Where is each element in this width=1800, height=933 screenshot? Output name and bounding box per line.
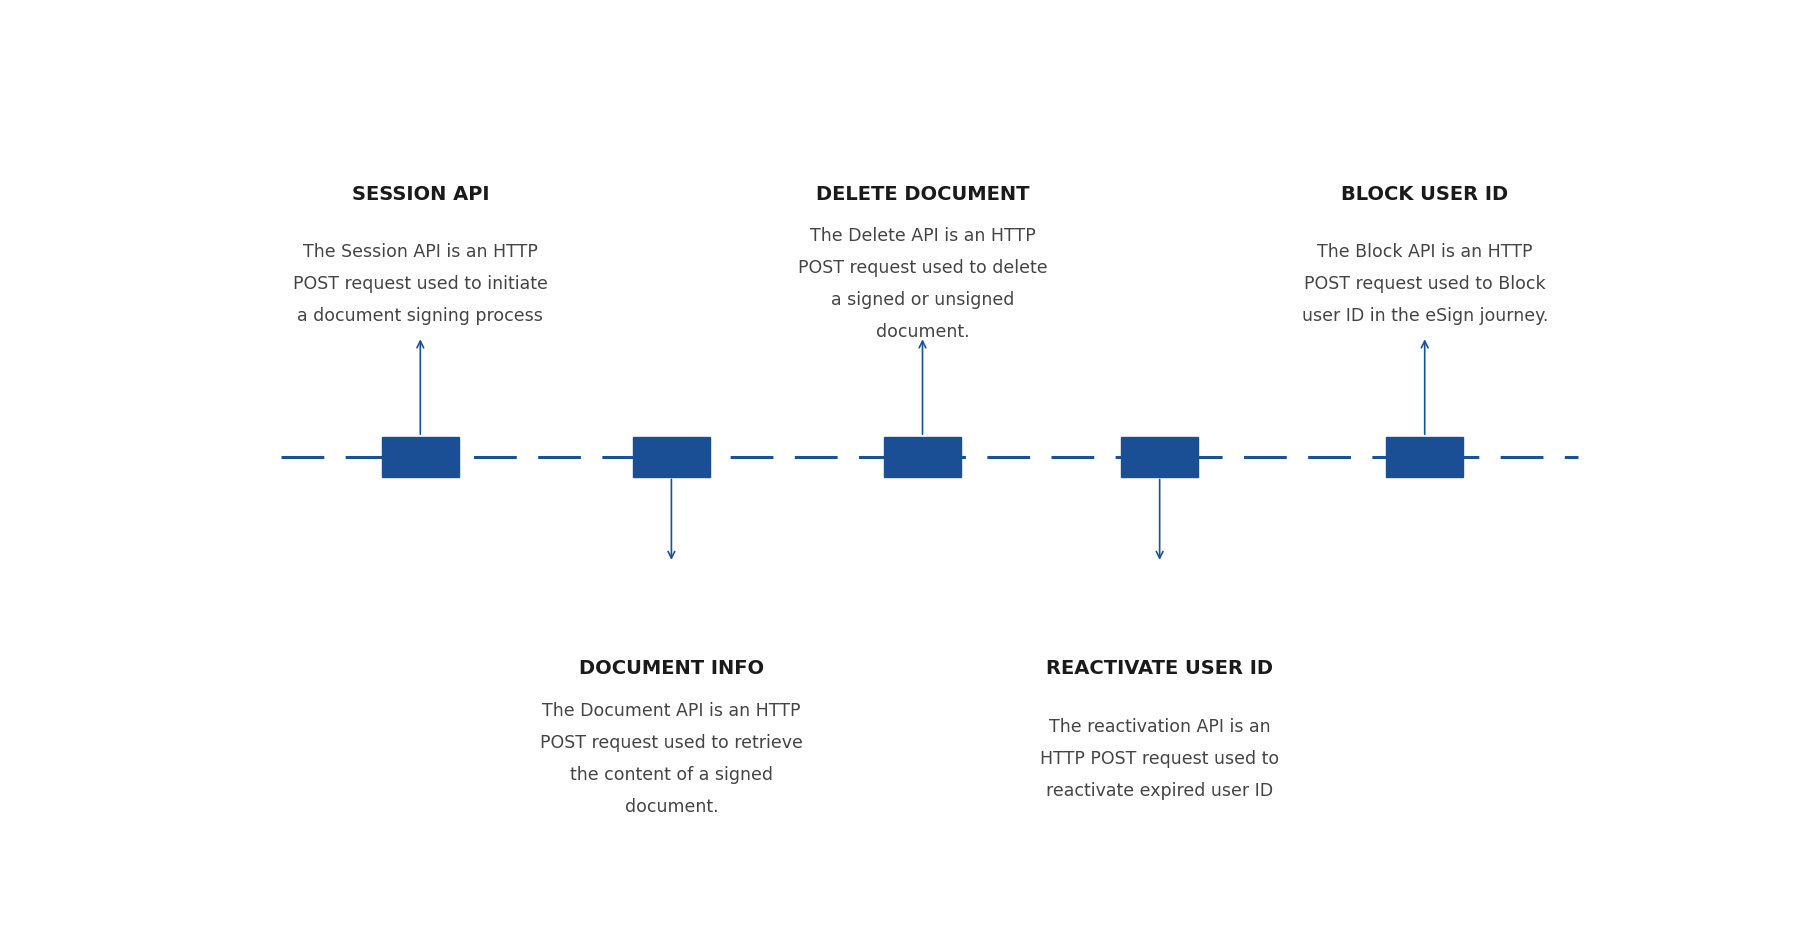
Text: The Document API is an HTTP
POST request used to retrieve
the content of a signe: The Document API is an HTTP POST request… — [540, 702, 803, 815]
Bar — [1121, 437, 1199, 477]
Text: DELETE DOCUMENT: DELETE DOCUMENT — [815, 185, 1030, 204]
Text: BLOCK USER ID: BLOCK USER ID — [1341, 185, 1508, 204]
Text: The Session API is an HTTP
POST request used to initiate
a document signing proc: The Session API is an HTTP POST request … — [293, 244, 547, 326]
Text: SESSION API: SESSION API — [351, 185, 490, 204]
Bar — [382, 437, 459, 477]
Text: The reactivation API is an
HTTP POST request used to
reactivate expired user ID: The reactivation API is an HTTP POST req… — [1040, 717, 1280, 800]
Text: The Block API is an HTTP
POST request used to Block
user ID in the eSign journey: The Block API is an HTTP POST request us… — [1301, 244, 1548, 326]
Bar — [634, 437, 709, 477]
Text: REACTIVATE USER ID: REACTIVATE USER ID — [1046, 660, 1273, 678]
Text: The Delete API is an HTTP
POST request used to delete
a signed or unsigned
docum: The Delete API is an HTTP POST request u… — [797, 228, 1048, 341]
Bar — [1386, 437, 1463, 477]
Bar — [884, 437, 961, 477]
Text: DOCUMENT INFO: DOCUMENT INFO — [580, 660, 763, 678]
